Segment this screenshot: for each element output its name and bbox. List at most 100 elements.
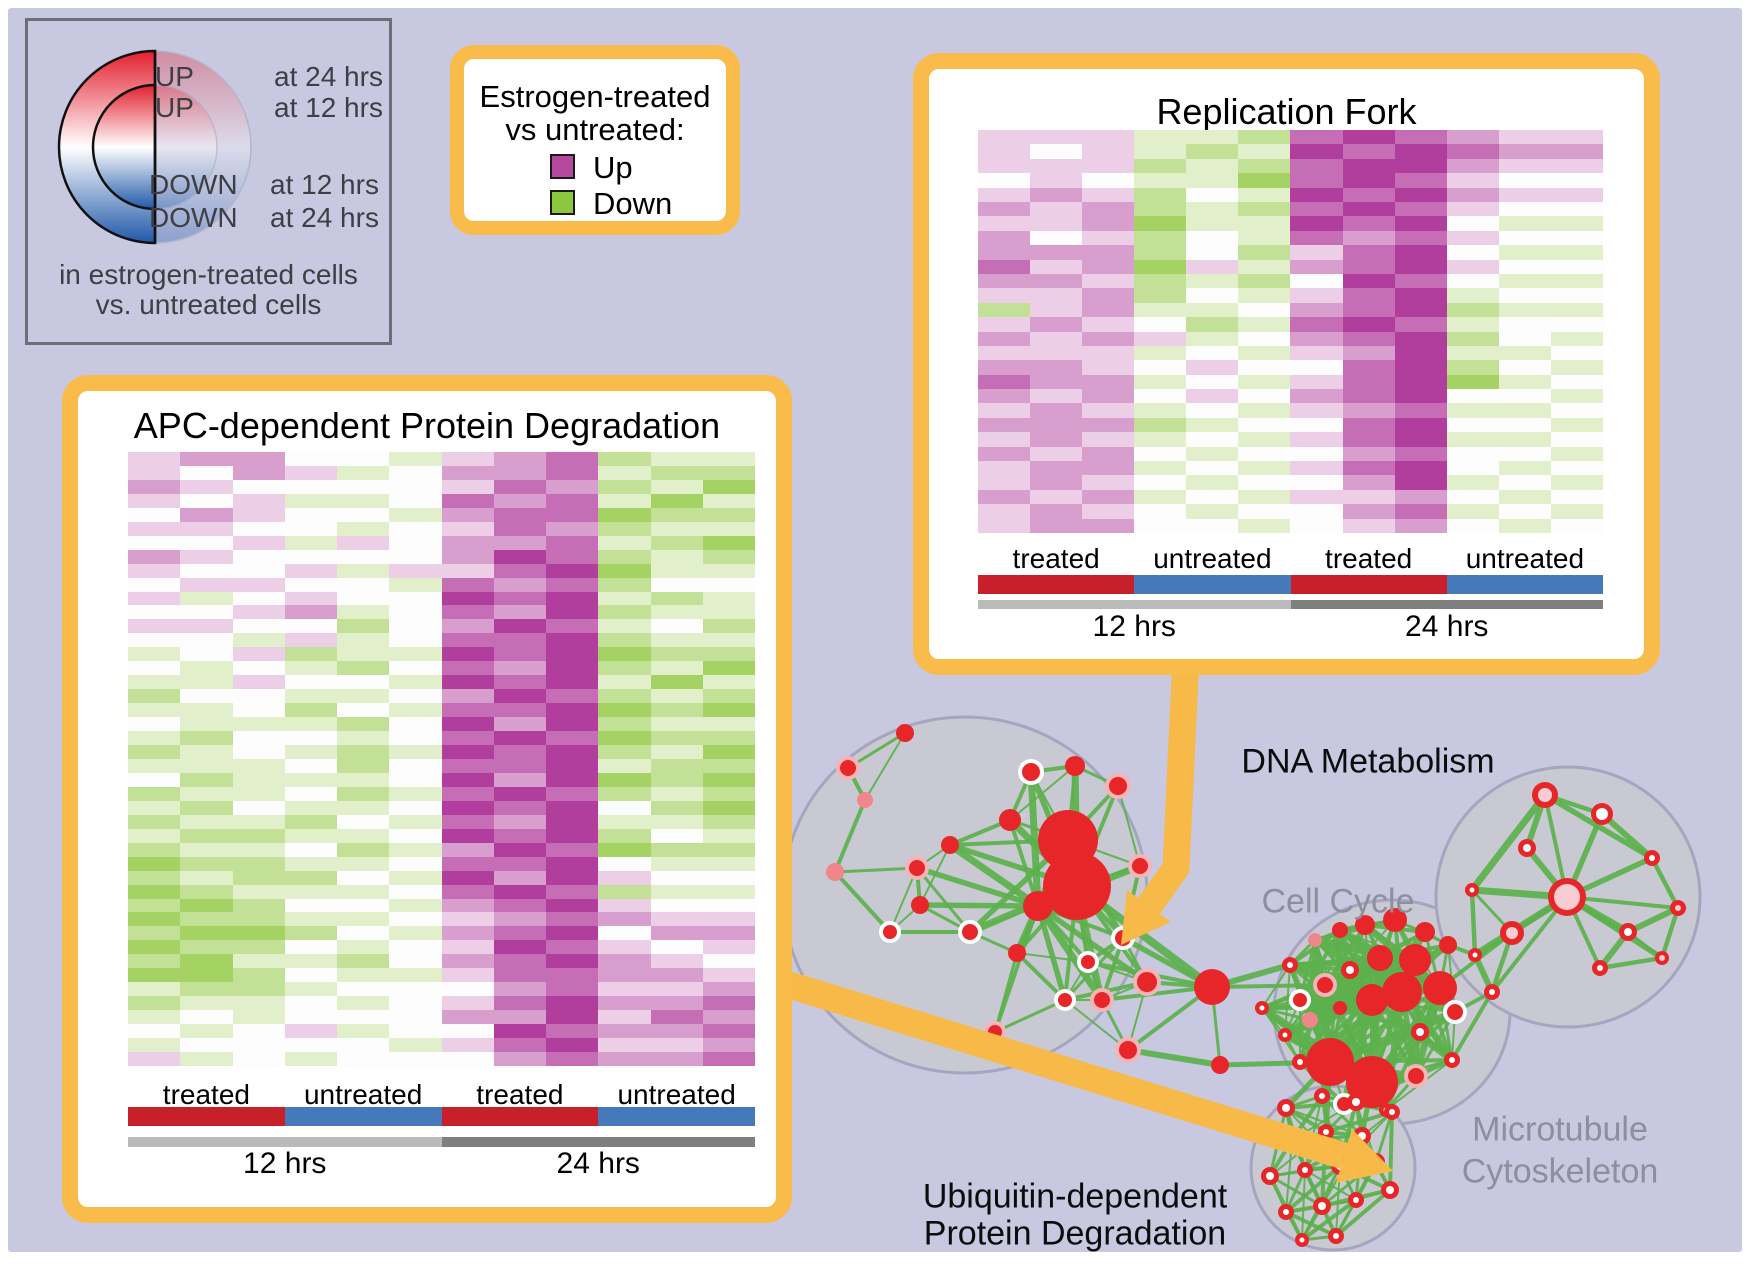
heatmap-cell [284, 452, 337, 466]
heatmap-cell [389, 912, 442, 927]
network-edge [994, 998, 1066, 1034]
decoder-up-12: UP [155, 92, 194, 123]
heatmap-cell [1134, 331, 1187, 346]
heatmap-cell [1030, 273, 1083, 289]
heatmap-cell [546, 800, 599, 815]
decoder-at-12: at 12 hrs [274, 92, 383, 123]
heatmap-cell [128, 1052, 181, 1066]
heatmap-cell [284, 926, 337, 941]
heatmap-cell [650, 633, 703, 648]
heatmap-cell [128, 982, 181, 997]
heatmap-cell [337, 842, 390, 857]
heatmap-cell [1238, 187, 1291, 202]
heatmap-cell [1290, 187, 1343, 202]
heatmap-cell [650, 940, 703, 955]
heatmap-cell [284, 772, 337, 787]
heatmap-cell [598, 745, 651, 759]
network-node [1119, 1041, 1137, 1059]
heatmap-cell [546, 758, 599, 773]
heatmap-cell [389, 591, 442, 606]
heatmap-cell [1030, 461, 1083, 476]
heatmap-cell [284, 493, 337, 508]
heatmap-cell [232, 842, 285, 857]
network-node [1306, 1038, 1354, 1086]
network-node [1408, 1068, 1424, 1084]
legend-title-line1: Estrogen-treated [479, 79, 711, 114]
heatmap-cell [337, 549, 390, 564]
heatmap-cell [1030, 302, 1083, 318]
heatmap-cell [128, 521, 181, 536]
heatmap-cell [978, 144, 1031, 159]
heatmap-cell [180, 968, 233, 983]
heatmap-cell [650, 577, 703, 592]
heatmap-cell [978, 374, 1031, 390]
panel-arrow-head-1 [1336, 1129, 1393, 1183]
heatmap-cell [1082, 130, 1135, 145]
heatmap-cell [441, 563, 494, 578]
heatmap-cell [546, 452, 599, 466]
heatmap-cell [1498, 216, 1551, 231]
heatmap-cell [598, 549, 651, 564]
network-node [1597, 965, 1603, 971]
heatmap-cell [128, 703, 181, 718]
heatmap-cell [441, 731, 494, 746]
heatmap-cell [1342, 504, 1395, 519]
heatmap-cell [1134, 518, 1187, 533]
heatmap-cell [1550, 173, 1603, 188]
heatmap-cell [598, 591, 651, 606]
heatmap-cell [1342, 158, 1395, 174]
heatmap-cell [337, 535, 390, 550]
heatmap-cell [1342, 417, 1395, 433]
heatmap-cell [1030, 432, 1083, 447]
heatmap-cell [598, 535, 651, 550]
heatmap-cell [180, 661, 233, 676]
heatmap-cell [1394, 417, 1447, 433]
heatmap-cell [337, 758, 390, 773]
heatmap-cell [1342, 389, 1395, 404]
heatmap-cell [1186, 230, 1239, 246]
heatmap-cell [1342, 432, 1395, 447]
network-node [1081, 955, 1095, 969]
network-node [1317, 977, 1333, 993]
heatmap-cell [493, 758, 546, 773]
heatmap-cell [1342, 288, 1395, 303]
heatmap-cell [232, 731, 285, 746]
apc-heatmap [128, 452, 755, 1066]
heatmap-cell [337, 1010, 390, 1025]
heatmap-cell [441, 465, 494, 480]
heatmap-cell [1550, 317, 1603, 332]
heatmap-cell [702, 982, 755, 997]
heatmap-cell [284, 912, 337, 927]
heatmap-cell [232, 479, 285, 494]
heatmap-cell [441, 884, 494, 899]
heatmap-cell [180, 758, 233, 773]
heatmap-cell [1186, 144, 1239, 159]
heatmap-cell [1498, 389, 1551, 404]
heatmap-cell [598, 689, 651, 704]
heatmap-cell [1446, 489, 1499, 505]
network-node [1367, 945, 1393, 971]
heatmap-cell [493, 633, 546, 648]
heatmap-cell [180, 605, 233, 620]
heatmap-cell [1446, 331, 1499, 346]
heatmap-cell [546, 1052, 599, 1066]
heatmap-cell [546, 814, 599, 829]
heatmap-cell [702, 1052, 755, 1066]
network-edge [915, 867, 972, 933]
heatmap-cell [978, 504, 1031, 519]
heatmap-cell [1550, 389, 1603, 404]
heatmap-cell [441, 479, 494, 494]
heatmap-cell [978, 475, 1031, 490]
heatmap-cell [493, 605, 546, 620]
heatmap-cell [1082, 288, 1135, 303]
network-edge [1469, 792, 1548, 893]
heatmap-cell [1446, 259, 1499, 274]
network-node [1332, 922, 1348, 938]
heatmap-cell [128, 465, 181, 480]
network-node [1386, 1186, 1394, 1194]
network-edge [1035, 905, 1068, 1001]
updown-color-legend: Estrogen-treated vs untreated: Up Down [450, 45, 740, 235]
heatmap-cell [232, 633, 285, 648]
heatmap-cell [1498, 173, 1551, 188]
network-edge [1325, 1110, 1393, 1134]
